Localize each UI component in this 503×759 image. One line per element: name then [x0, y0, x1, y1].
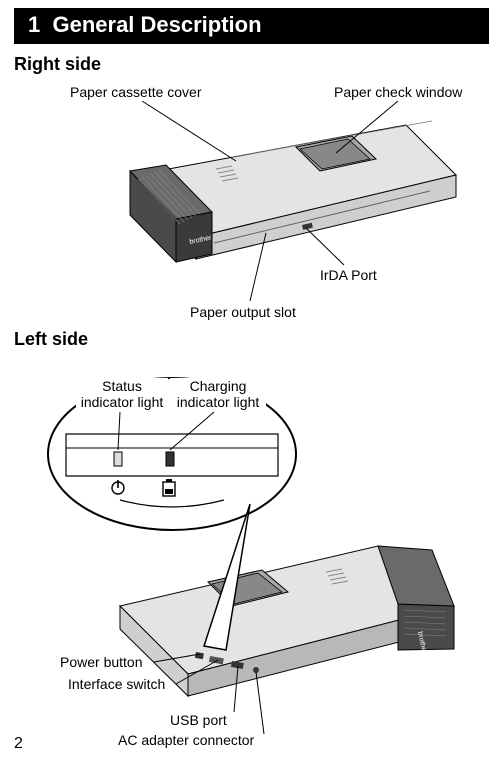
label-power-button: Power button — [60, 654, 143, 671]
label-irda-port: IrDA Port — [320, 267, 377, 284]
left-side-heading: Left side — [14, 329, 503, 350]
left-side-figure: Statusindicator light Chargingindicator … — [0, 354, 503, 754]
label-ac-adapter: AC adapter connector — [118, 732, 254, 749]
right-side-figure: Paper cassette cover Paper check window … — [0, 79, 503, 319]
page-number: 2 — [14, 735, 23, 753]
label-paper-cassette-cover: Paper cassette cover — [70, 84, 202, 101]
label-interface-switch: Interface switch — [68, 676, 165, 693]
chapter-number: 1 — [28, 12, 40, 37]
label-charging-light: Chargingindicator light — [170, 378, 266, 410]
label-usb-port: USB port — [170, 712, 227, 729]
label-paper-check-window: Paper check window — [334, 84, 462, 101]
label-status-light: Statusindicator light — [76, 378, 168, 410]
device-left-svg: brother — [0, 354, 503, 754]
chapter-title: General Description — [52, 12, 261, 37]
right-side-heading: Right side — [14, 54, 503, 75]
label-paper-output-slot: Paper output slot — [190, 304, 296, 321]
device-right-svg: brother — [0, 79, 503, 319]
chapter-header: 1 General Description — [14, 8, 489, 44]
